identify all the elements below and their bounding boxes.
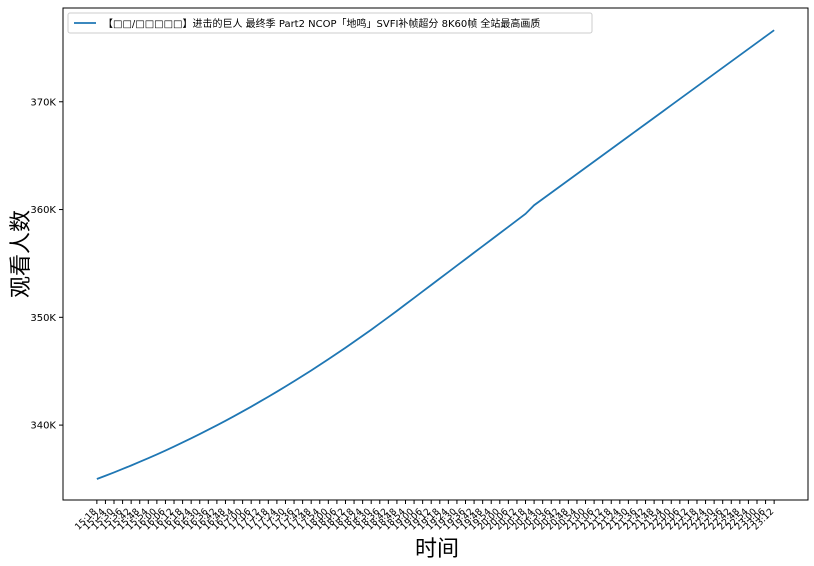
y-axis-label: 观看人数	[9, 210, 34, 298]
legend-label: 【□□/□□□□□】进击的巨人 最终季 Part2 NCOP「地鸣」SVFI补帧…	[103, 17, 540, 30]
legend-box	[67, 12, 593, 34]
x-axis-label: 时间	[415, 537, 459, 562]
y-tick-label: 340K	[30, 421, 56, 432]
plot-frame	[62, 7, 809, 501]
y-tick-label: 350K	[30, 313, 56, 324]
y-tick-label: 360K	[30, 205, 56, 216]
y-tick-label: 370K	[30, 97, 56, 108]
series-line	[96, 29, 775, 480]
